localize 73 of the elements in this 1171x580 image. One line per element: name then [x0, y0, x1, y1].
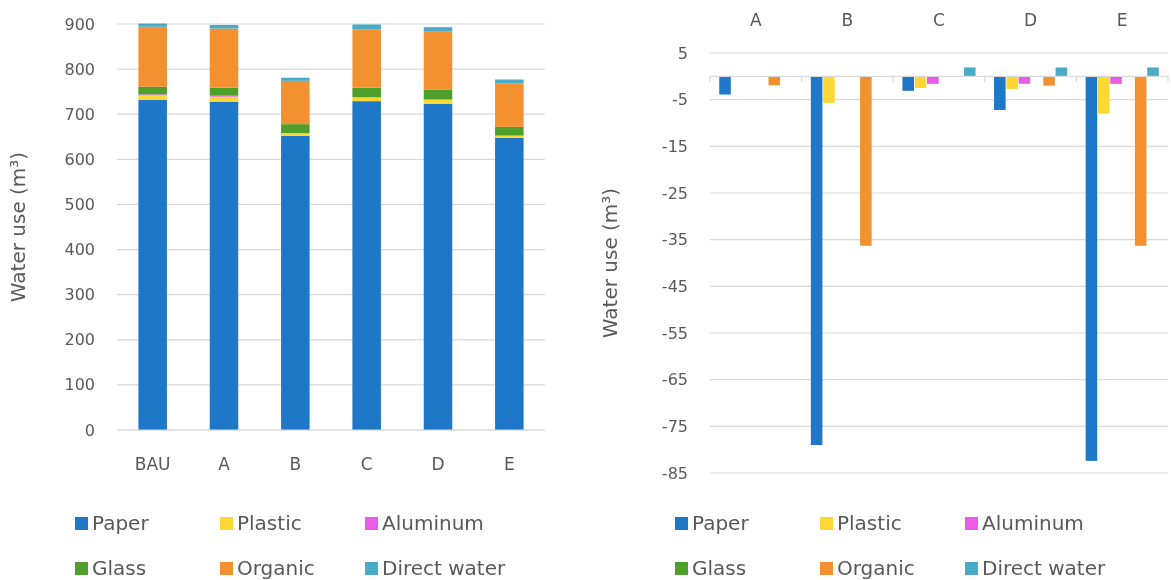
x-tick-label: E [503, 453, 515, 474]
legend-label: Direct water [982, 556, 1106, 580]
legend-label: Paper [92, 511, 150, 535]
bar [209, 87, 239, 96]
bar [209, 24, 239, 29]
legend-label: Glass [692, 556, 747, 580]
y-tick-label: -35 [661, 230, 688, 250]
legend-label: Organic [837, 556, 915, 580]
x-tick-label: D [431, 453, 445, 474]
x-tick-label: B [289, 453, 302, 474]
bar [138, 99, 167, 430]
bar [281, 77, 310, 81]
x-tick-label: C [360, 453, 373, 474]
legend-label: Glass [92, 556, 147, 580]
bar [352, 29, 381, 88]
y-tick-label: 900 [64, 14, 95, 34]
bar [423, 103, 453, 430]
bar [138, 23, 167, 27]
y-tick-label: -65 [661, 370, 688, 390]
bar [209, 28, 239, 88]
y-axis-title: Water use (m³) [598, 187, 622, 339]
legend-label: Direct water [382, 556, 506, 580]
x-tick-label: E [1116, 9, 1128, 30]
bar [138, 86, 167, 95]
bar [138, 26, 167, 87]
y-tick-label: -75 [661, 416, 688, 436]
y-tick-label: 0 [84, 420, 95, 440]
y-tick-label: -25 [661, 183, 688, 203]
legend-label: Organic [237, 556, 315, 580]
bar [423, 89, 453, 100]
bar [495, 137, 524, 430]
bar [423, 31, 453, 90]
y-tick-label: 500 [64, 195, 95, 215]
y-tick-label: 300 [64, 285, 95, 305]
y-tick-label: 700 [64, 104, 95, 124]
y-tick-label: -45 [661, 276, 688, 296]
bar [281, 133, 310, 136]
bar [281, 80, 310, 125]
legend-label: Aluminum [982, 511, 1084, 535]
x-tick-label: A [749, 9, 762, 30]
bar [495, 126, 524, 136]
bar [281, 135, 310, 430]
bar [495, 79, 524, 84]
y-tick-label: -15 [661, 136, 688, 156]
y-tick-label: 800 [64, 59, 95, 79]
x-tick-label: BAU [134, 453, 171, 474]
bar [352, 87, 381, 98]
x-tick-label: C [933, 9, 945, 30]
legend-label: Plastic [837, 511, 902, 535]
bar [281, 124, 310, 134]
y-tick-label: -85 [661, 463, 688, 483]
legend-label: Plastic [237, 511, 302, 535]
x-tick-label: D [1024, 9, 1038, 30]
bar [352, 101, 381, 430]
bar [352, 24, 381, 30]
y-tick-label: 5 [677, 43, 688, 63]
y-tick-label: -55 [661, 323, 688, 343]
y-tick-label: -5 [672, 90, 688, 110]
bar [423, 27, 453, 32]
bar [209, 101, 239, 430]
y-tick-label: 400 [64, 240, 95, 260]
y-tick-label: 100 [64, 375, 95, 395]
bar [495, 83, 524, 127]
legend-label: Paper [692, 511, 750, 535]
legend-label: Aluminum [382, 511, 484, 535]
bar [423, 99, 453, 104]
y-axis-title: Water use (m³) [6, 151, 30, 303]
x-tick-label: B [841, 9, 854, 30]
y-tick-label: 600 [64, 149, 95, 169]
x-tick-label: A [218, 453, 231, 474]
bar [138, 95, 167, 100]
bar [209, 96, 239, 102]
y-tick-label: 200 [64, 330, 95, 350]
